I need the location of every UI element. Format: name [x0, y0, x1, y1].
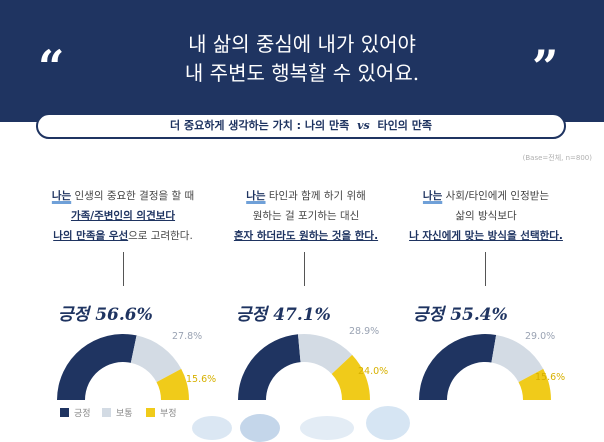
- statement-3-line1: 사회/타인에게 인정받는: [442, 190, 550, 202]
- statement-2-subject: 나는: [246, 190, 266, 202]
- decorative-blob: [192, 416, 232, 440]
- legend-item-positive: 긍정: [60, 406, 91, 419]
- decorative-blob: [300, 416, 354, 440]
- statement-1-subject: 나는: [51, 190, 72, 202]
- divider-line-3: [485, 252, 486, 286]
- statement-1: 나는 인생의 중요한 결정을 할 때 가족/주변인의 의견보다 나의 만족을 우…: [30, 186, 216, 246]
- chart-2-normal-label: 28.9%: [349, 326, 380, 337]
- subtitle-vs: vs: [357, 119, 370, 132]
- statement-1-line3-rest: 으로 고려한다.: [128, 230, 193, 242]
- chart-2-positive-segment: [238, 334, 301, 400]
- statement-2-line2: 원하는 걸 포기하는 대신: [252, 210, 360, 222]
- chart-1-normal-segment: [130, 335, 182, 383]
- statement-2-line1: 타인과 함께 하기 위해: [265, 190, 366, 202]
- divider-line-2: [304, 252, 305, 286]
- subtitle-right: 타인의 만족: [377, 119, 432, 132]
- legend-label-negative: 부정: [160, 409, 177, 419]
- donut-charts: [57, 333, 551, 400]
- decorative-blob: [240, 414, 280, 442]
- decorative-blob: [366, 406, 410, 440]
- chart-3-negative-label: 15.6%: [535, 372, 566, 383]
- header-banner: [0, 0, 604, 122]
- statement-1-line2: 가족/주변인의 의견보다: [70, 210, 176, 222]
- chart-3-normal-label: 29.0%: [525, 331, 556, 342]
- statement-2-line3-bold: 혼자 하더라도 원하는 것을 한다.: [233, 230, 379, 242]
- chart-2-positive-label: 긍정 47.1%: [236, 305, 331, 325]
- close-quote-icon: ”: [532, 40, 559, 94]
- base-note: (Base=전체, n=800): [522, 154, 592, 162]
- divider-line-1: [123, 252, 124, 286]
- subtitle-bar: 더 중요하게 생각하는 가치 : 나의 만족 vs 타인의 만족: [36, 113, 566, 139]
- headline: 내 삶의 중심에 내가 있어야 내 주변도 행복할 수 있어요.: [0, 30, 604, 88]
- legend-swatch-negative: [146, 408, 155, 417]
- headline-line-2: 내 주변도 행복할 수 있어요.: [184, 61, 420, 85]
- chart-3-positive-label: 긍정 55.4%: [413, 305, 508, 325]
- chart-2-negative-label: 24.0%: [358, 366, 389, 377]
- chart-3-normal-segment: [491, 334, 544, 383]
- statement-3-line3-bold: 나 자신에게 맞는 방식을 선택한다.: [409, 230, 563, 242]
- chart-3-negative-segment: [518, 368, 551, 400]
- headline-line-1: 내 삶의 중심에 내가 있어야: [188, 32, 416, 56]
- chart-2-negative-segment: [331, 354, 370, 400]
- statement-1-line1: 인생의 중요한 결정을 할 때: [71, 190, 195, 202]
- chart-3-positive-segment: [419, 333, 497, 400]
- chart-2-normal-segment: [297, 334, 353, 374]
- statement-3-subject: 나는: [422, 190, 443, 202]
- legend-item-negative: 부정: [146, 406, 177, 419]
- legend-label-normal: 보통: [116, 409, 133, 419]
- subtitle-left: 더 중요하게 생각하는 가치 : 나의 만족: [170, 119, 350, 132]
- legend-item-normal: 보통: [102, 406, 133, 419]
- statement-2: 나는 타인과 함께 하기 위해 원하는 걸 포기하는 대신 혼자 하더라도 원하…: [213, 186, 399, 246]
- open-quote-icon: “: [38, 40, 65, 94]
- legend-swatch-positive: [60, 408, 69, 417]
- legend-swatch-normal: [102, 408, 111, 417]
- chart-1-negative-segment: [156, 368, 189, 400]
- chart-1-positive-label: 긍정 56.6%: [58, 305, 153, 325]
- chart-1-negative-label: 15.6%: [186, 374, 217, 385]
- statement-3: 나는 사회/타인에게 인정받는 삶의 방식보다 나 자신에게 맞는 방식을 선택…: [393, 186, 579, 246]
- legend-label-positive: 긍정: [74, 409, 91, 419]
- statement-1-line3-bold: 나의 만족을 우선: [53, 230, 129, 242]
- statement-3-line2: 삶의 방식보다: [455, 210, 517, 222]
- chart-1-normal-label: 27.8%: [172, 331, 203, 342]
- chart-1-positive-segment: [57, 333, 137, 400]
